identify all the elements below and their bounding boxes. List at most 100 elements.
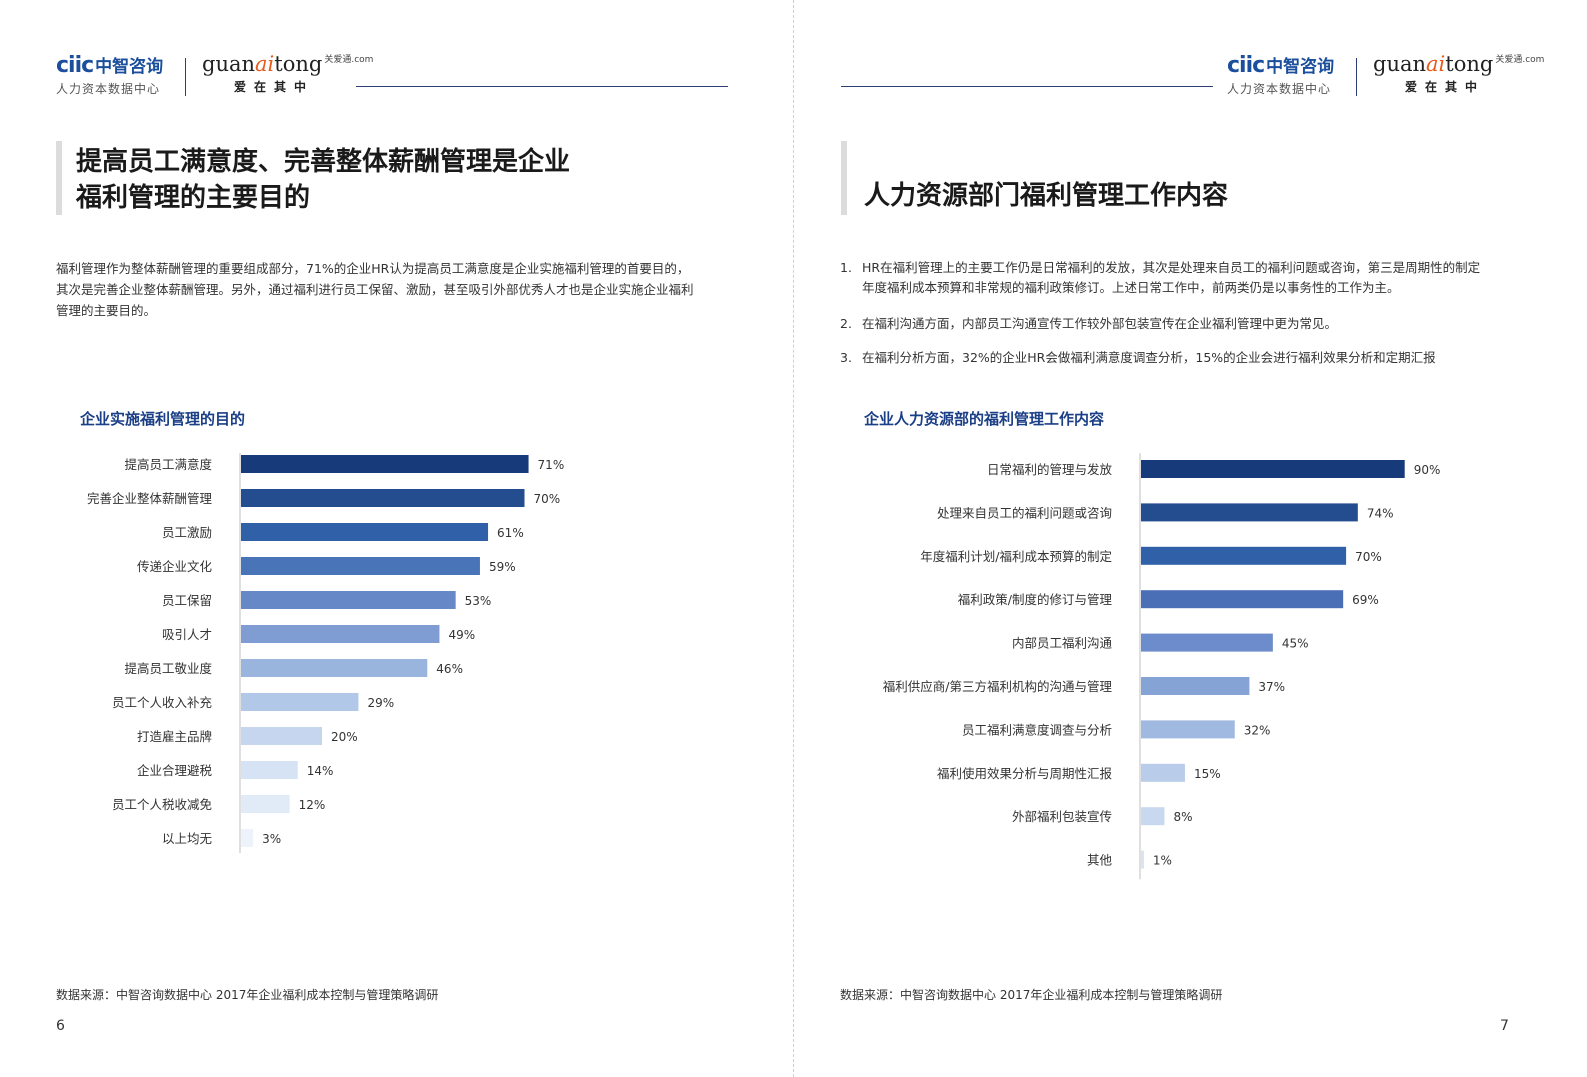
category-label: 提高员工敬业度 [124, 661, 212, 676]
gat-subtitle: 爱在其中 [1405, 80, 1486, 94]
value-label: 8% [1173, 810, 1192, 824]
ciic-logo-text: ciic [56, 53, 94, 78]
page-number: 6 [56, 1018, 65, 1034]
list-text-line: 在福利分析方面，32%的企业HR会做福利满意度调查分析，15%的企业会进行福利效… [862, 350, 1436, 365]
bar [1141, 590, 1344, 609]
category-label: 员工个人收入补充 [112, 695, 212, 710]
gat-suffix: tong [1445, 52, 1494, 76]
bar [1141, 633, 1273, 652]
bar [241, 523, 489, 541]
value-label: 70% [1355, 550, 1382, 564]
list-number: 3. [840, 350, 852, 365]
intro-paragraph: 福利管理作为整体薪酬管理的重要组成部分，71%的企业HR认为提高员工满意度是企业… [56, 258, 746, 321]
gat-prefix: guan [202, 52, 256, 76]
title-accent-bar [56, 141, 62, 215]
bar [241, 693, 359, 711]
value-label: 74% [1367, 506, 1394, 520]
category-label: 内部员工福利沟通 [1012, 636, 1113, 651]
value-label: 53% [465, 594, 492, 608]
category-label: 福利供应商/第三方福利机构的沟通与管理 [883, 679, 1113, 694]
bar [241, 659, 428, 677]
gat-com: 关爱通.com [1495, 55, 1545, 65]
category-label: 员工保留 [162, 593, 212, 608]
bar [1141, 503, 1358, 522]
value-label: 90% [1414, 463, 1441, 477]
category-label: 员工个人税收减免 [112, 797, 212, 812]
bar [1141, 677, 1250, 695]
list-number: 1. [840, 260, 852, 275]
value-label: 15% [1194, 767, 1221, 781]
value-label: 69% [1352, 593, 1379, 607]
paragraph-line-2: 其次是完善企业整体薪酬管理。另外，通过福利进行员工保留、激励，甚至吸引外部优秀人… [56, 282, 694, 297]
bar [241, 489, 525, 507]
gat-prefix: guan [1373, 52, 1427, 76]
value-label: 29% [367, 696, 394, 710]
bar [241, 829, 254, 847]
bar [241, 591, 456, 609]
gat-ai: ai [1426, 52, 1446, 76]
list-text-line: HR在福利管理上的主要工作仍是日常福利的发放，其次是处理来自员工的福利问题或咨询… [862, 260, 1481, 275]
header-rule [356, 86, 728, 87]
bar [1141, 546, 1347, 565]
list-text-line: 年度福利成本预算和非常规的福利政策修订。上述日常工作中，前两类仍是以事务性的工作… [862, 280, 1400, 295]
category-label: 福利政策/制度的修订与管理 [958, 592, 1113, 607]
guanaitong-logo: guanaitong 关爱通.com 爱在其中 [202, 52, 373, 95]
page-title: 提高员工满意度、完善整体薪酬管理是企业 福利管理的主要目的 [76, 144, 570, 216]
chart-title-left: 企业实施福利管理的目的 [80, 410, 246, 428]
bar [1141, 460, 1405, 478]
page-number: 7 [1500, 1018, 1509, 1034]
bar [241, 727, 322, 745]
bar [241, 761, 298, 779]
value-label: 61% [497, 526, 524, 540]
category-label: 外部福利包装宣传 [1012, 809, 1112, 824]
paragraph-line-1: 福利管理作为整体薪酬管理的重要组成部分，71%的企业HR认为提高员工满意度是企业… [56, 261, 690, 276]
bar [241, 557, 480, 575]
ciic-subtitle: 人力资本数据中心 [1227, 82, 1332, 96]
bar [241, 795, 290, 813]
value-label: 20% [331, 730, 358, 744]
category-label: 处理来自员工的福利问题或咨询 [937, 505, 1112, 520]
data-source: 数据来源：中智咨询数据中心 2017年企业福利成本控制与管理策略调研 [56, 988, 439, 1002]
list-text-line: 在福利沟通方面，内部员工沟通宣传工作较外部包装宣传在企业福利管理中更为常见。 [862, 316, 1338, 331]
bar [1141, 850, 1144, 869]
category-label: 日常福利的管理与发放 [987, 462, 1113, 477]
title-line-1: 提高员工满意度、完善整体薪酬管理是企业 [76, 147, 571, 177]
category-label: 完善企业整体薪酬管理 [87, 491, 213, 506]
page-divider [793, 0, 794, 1077]
list-number: 2. [840, 316, 852, 331]
ciic-logo-text: ciic [1227, 53, 1265, 78]
gat-suffix: tong [274, 52, 323, 76]
value-label: 3% [262, 832, 281, 846]
title-line-2: 福利管理的主要目的 [76, 183, 311, 213]
value-label: 70% [534, 492, 561, 506]
bar [1141, 807, 1165, 826]
value-label: 1% [1153, 854, 1172, 868]
category-label: 传递企业文化 [137, 559, 213, 574]
title-accent-bar [841, 141, 847, 215]
list-item: 1. HR在福利管理上的主要工作仍是日常福利的发放，其次是处理来自员工的福利问题… [840, 258, 1540, 298]
ciic-logo-cn: 中智咨询 [1266, 57, 1335, 77]
category-label: 员工激励 [162, 525, 212, 540]
left-page: ciic 中智咨询 人力资本数据中心 guanaitong 关爱通.com 爱在其中… [0, 0, 793, 1077]
bar [1141, 763, 1185, 782]
value-label: 12% [299, 798, 326, 812]
value-label: 49% [448, 628, 475, 642]
chart-title-right: 企业人力资源部的福利管理工作内容 [864, 410, 1105, 428]
category-label: 以上均无 [162, 831, 212, 846]
category-label: 提高员工满意度 [124, 457, 212, 472]
paragraph-line-3: 管理的主要目的。 [56, 303, 157, 318]
gat-com: 关爱通.com [324, 55, 374, 65]
value-label: 45% [1282, 637, 1309, 651]
list-item: 3. 在福利分析方面，32%的企业HR会做福利满意度调查分析，15%的企业会进行… [840, 348, 1540, 368]
ciic-logo-cn: 中智咨询 [95, 57, 164, 77]
header-rule [841, 86, 1213, 87]
category-label: 吸引人才 [162, 627, 212, 642]
guanaitong-logo: guanaitong 关爱通.com 爱在其中 [1373, 52, 1544, 95]
value-label: 14% [307, 764, 334, 778]
category-label: 其他 [1087, 853, 1113, 868]
purpose-bar-chart: 提高员工满意度 71% 完善企业整体薪酬管理 70% 员工激励 61% 传递企业文化 59% 员… [87, 453, 564, 853]
category-label: 打造雇主品牌 [137, 729, 212, 744]
value-label: 37% [1258, 680, 1285, 694]
value-label: 32% [1244, 723, 1271, 737]
value-label: 59% [489, 560, 516, 574]
